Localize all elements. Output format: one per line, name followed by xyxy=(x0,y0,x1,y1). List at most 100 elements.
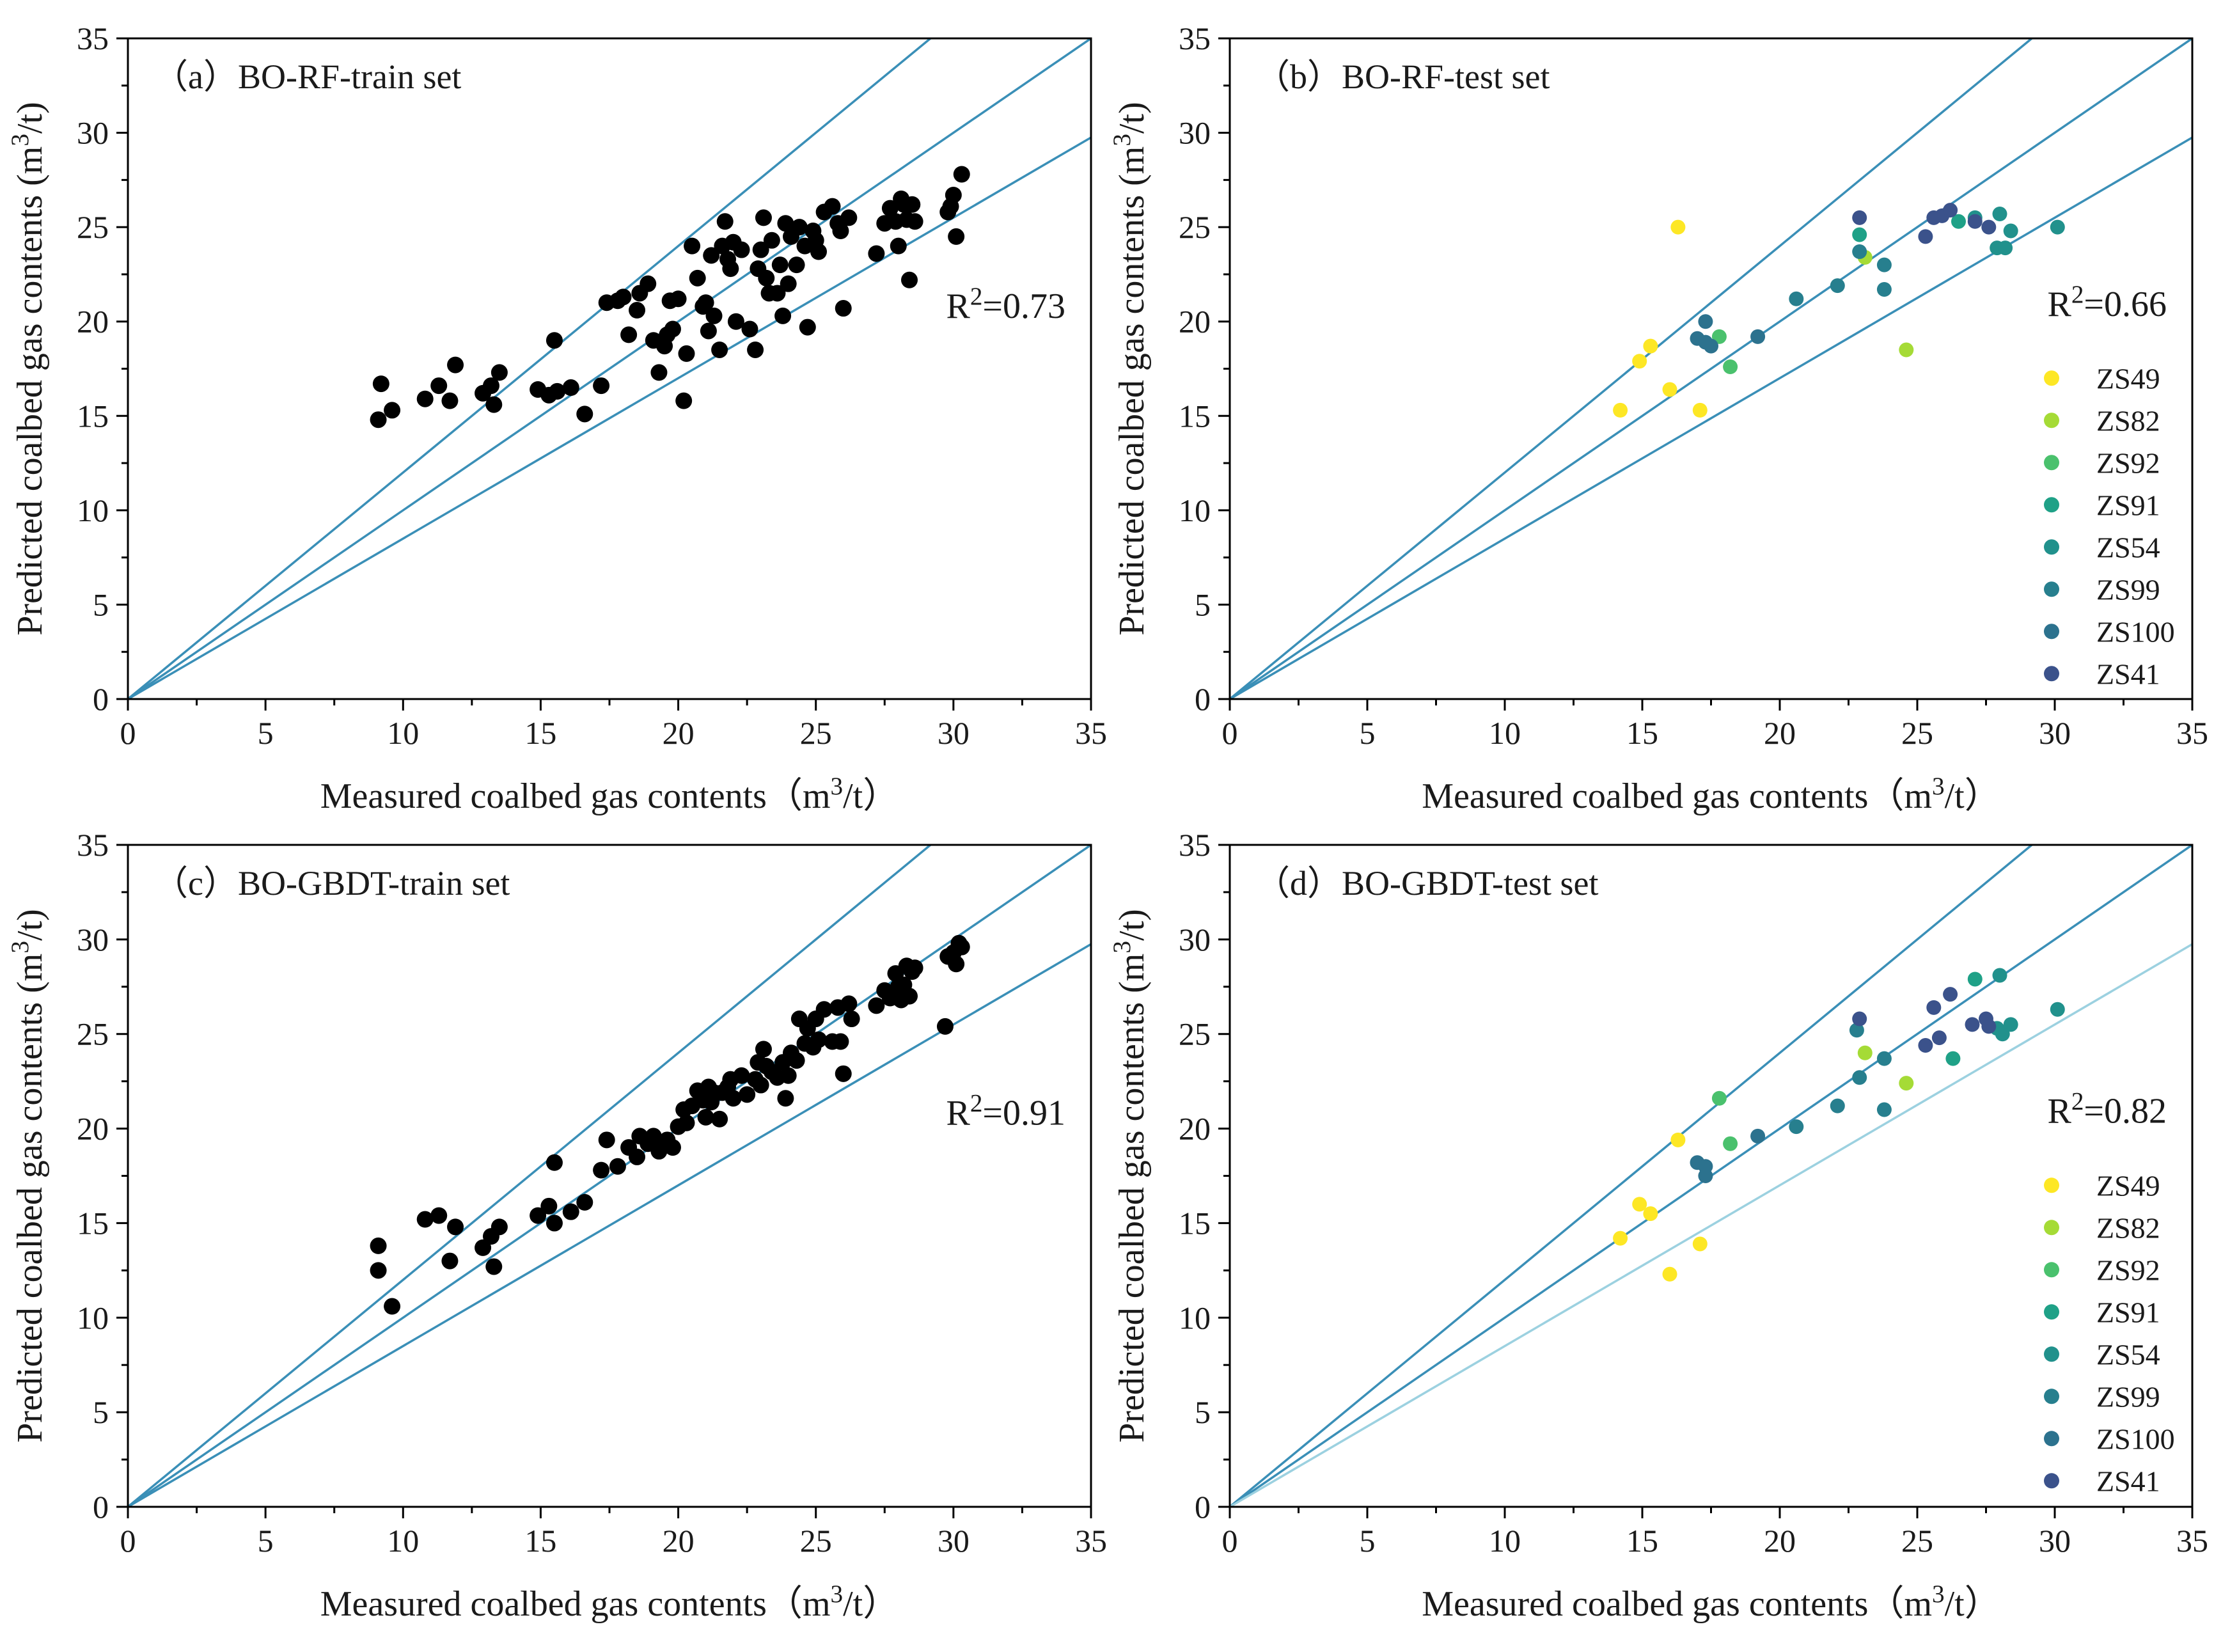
data-point xyxy=(416,390,434,407)
legend-marker xyxy=(2044,624,2059,640)
legend-label: ZS82 xyxy=(2096,1211,2160,1244)
data-point xyxy=(1692,402,1708,418)
data-point xyxy=(447,1218,464,1236)
y-tick-label: 25 xyxy=(77,209,109,245)
legend-label: ZS54 xyxy=(2096,1338,2160,1371)
data-point xyxy=(881,200,899,217)
series-zs100 xyxy=(1690,314,1766,354)
x-tick-label: 25 xyxy=(800,715,832,751)
x-tick-label: 30 xyxy=(2039,715,2071,751)
data-point xyxy=(1852,210,1867,225)
y-tick-label: 15 xyxy=(77,398,109,434)
legend-label: ZS99 xyxy=(2096,573,2160,606)
legend-label: ZS91 xyxy=(2096,489,2160,521)
data-point xyxy=(678,1114,695,1131)
legend-marker xyxy=(2044,1473,2059,1489)
data-point xyxy=(2003,223,2018,239)
y-tick-label: 20 xyxy=(1179,1111,1211,1147)
legend-label: ZS92 xyxy=(2096,1254,2160,1286)
data-point xyxy=(416,1211,434,1228)
data-point xyxy=(752,1076,769,1094)
data-point xyxy=(540,1197,558,1215)
legend-marker xyxy=(2044,539,2059,555)
x-tick-label: 5 xyxy=(1360,715,1376,751)
data-point xyxy=(615,288,632,306)
data-point xyxy=(1662,1266,1677,1282)
data-point xyxy=(835,300,852,317)
data-point xyxy=(733,241,750,258)
legend-marker xyxy=(2044,1431,2059,1447)
data-point xyxy=(562,1203,579,1220)
data-point xyxy=(485,396,503,413)
data-point xyxy=(1965,1017,1980,1032)
x-axis-label: Measured coalbed gas contents（m3/t） xyxy=(320,1580,899,1624)
legend-marker xyxy=(2044,1304,2059,1320)
data-point xyxy=(1857,1045,1873,1060)
data-point xyxy=(1704,338,1718,354)
series-zs82 xyxy=(1857,1045,1914,1091)
panel-title: （d）BO-GBDT-test set xyxy=(1255,864,1599,902)
x-tick-label: 25 xyxy=(1901,1523,1933,1559)
data-point xyxy=(824,198,841,215)
data-point xyxy=(1852,1070,1867,1085)
x-tick-label: 35 xyxy=(1075,715,1107,751)
legend-label: ZS54 xyxy=(2096,531,2160,563)
legend-label: ZS41 xyxy=(2096,1465,2160,1497)
data-point xyxy=(945,186,962,203)
data-point xyxy=(840,209,858,226)
y-tick-label: 5 xyxy=(93,586,109,622)
data-point xyxy=(1643,1206,1658,1222)
data-point xyxy=(788,1052,805,1069)
data-point xyxy=(2050,219,2065,235)
data-point xyxy=(1876,1102,1892,1117)
data-point xyxy=(815,1001,833,1018)
data-point xyxy=(705,307,723,324)
y-tick-label: 5 xyxy=(93,1394,109,1430)
data-point xyxy=(1918,1037,1933,1053)
x-tick-label: 10 xyxy=(1489,1523,1521,1559)
y-tick-label: 20 xyxy=(1179,304,1211,340)
data-point xyxy=(1852,227,1867,242)
chart-panel-c: 0 5 10 15 20 25 30 35 0 5 10 15 20 25 30 35 （c）BO-GBDT-t… xyxy=(6,827,1108,1624)
reference-line-slope-1 xyxy=(128,845,1091,1507)
data-point xyxy=(1943,987,1958,1002)
data-point xyxy=(485,1258,503,1275)
series-zs92 xyxy=(1711,1090,1738,1151)
chart-panel-d: 0 5 10 15 20 25 30 35 0 5 10 15 20 25 30 35 （d）BO-GBDT-t… xyxy=(1108,827,2209,1624)
data-point xyxy=(1723,1136,1738,1151)
series-zs41 xyxy=(1852,987,1997,1053)
legend-marker xyxy=(2044,497,2059,513)
series-zs49 xyxy=(1613,1132,1708,1282)
data-point xyxy=(948,228,965,245)
reference-line-slope-0_85 xyxy=(1230,943,2192,1507)
x-tick-label: 0 xyxy=(120,1523,136,1559)
y-axis-label: Predicted coalbed gas contents (m3/t) xyxy=(1108,102,1152,635)
reference-line-slope-0_85 xyxy=(1230,136,2192,699)
data-point xyxy=(747,341,764,358)
data-point xyxy=(549,382,566,400)
data-point xyxy=(1852,1011,1867,1027)
panel-title: （a）BO-RF-train set xyxy=(153,58,461,96)
data-point xyxy=(1852,244,1867,260)
plot-area xyxy=(128,845,1091,1507)
data-point xyxy=(1945,1051,1961,1066)
series-zs99 xyxy=(1789,244,1892,306)
data-point xyxy=(1670,1132,1686,1147)
y-tick-label: 0 xyxy=(93,1489,109,1525)
r2-label: R2=0.73 xyxy=(946,282,1065,326)
data-point xyxy=(1750,1128,1766,1144)
data-point xyxy=(771,256,789,274)
data-point xyxy=(530,1207,547,1224)
data-point xyxy=(1876,257,1892,272)
y-tick-label: 35 xyxy=(77,827,109,863)
series-zs41 xyxy=(1852,203,1997,244)
data-point xyxy=(840,995,858,1012)
x-tick-label: 0 xyxy=(1222,715,1238,751)
x-tick-label: 5 xyxy=(258,1523,274,1559)
data-point xyxy=(1849,1023,1864,1038)
data-point xyxy=(593,1161,610,1179)
series-zs54 xyxy=(1990,968,2065,1042)
data-point xyxy=(868,245,885,262)
data-point xyxy=(711,1110,728,1128)
data-point xyxy=(1943,203,1958,218)
